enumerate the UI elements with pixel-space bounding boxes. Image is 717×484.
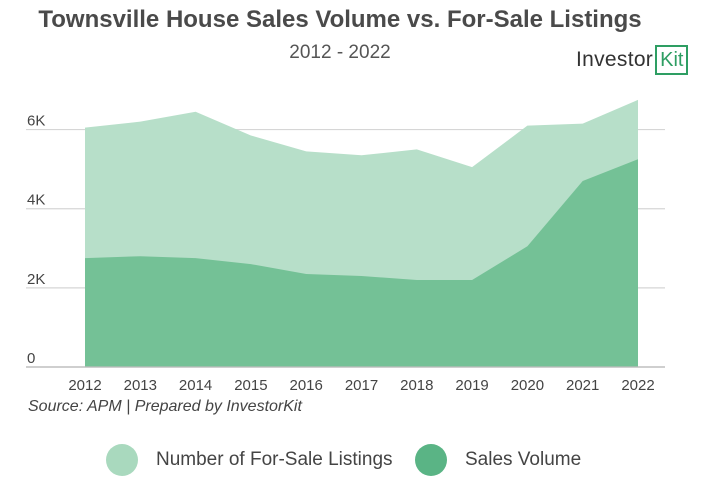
legend-label-sales: Sales Volume xyxy=(465,449,582,470)
logo-text: Investor xyxy=(576,48,654,71)
y-tick-label: 0 xyxy=(27,350,35,367)
legend-item-listings: Number of For-Sale Listings xyxy=(106,440,393,480)
logo-box-text: Kit xyxy=(655,45,689,75)
y-tick-label: 4K xyxy=(27,192,45,209)
chart-subtitle: 2012 - 2022 xyxy=(289,42,391,63)
x-tick-label: 2016 xyxy=(290,377,323,394)
chart-title: Townsville House Sales Volume vs. For-Sa… xyxy=(38,6,642,33)
sales-volume-area xyxy=(85,159,638,367)
chart-legend: Number of For-Sale Listings Sales Volume xyxy=(0,440,717,480)
source-note: Source: APM | Prepared by InvestorKit xyxy=(28,398,302,415)
x-tick-label: 2021 xyxy=(566,377,599,394)
x-tick-label: 2015 xyxy=(234,377,267,394)
legend-swatch-listings xyxy=(106,444,138,476)
x-tick-label: 2017 xyxy=(345,377,378,394)
y-tick-label: 2K xyxy=(27,271,45,288)
x-tick-label: 2020 xyxy=(511,377,544,394)
x-tick-label: 2019 xyxy=(455,377,488,394)
x-tick-label: 2018 xyxy=(400,377,433,394)
investorkit-logo: Investor Kit xyxy=(576,44,689,76)
x-tick-label: 2012 xyxy=(68,377,101,394)
x-tick-label: 2014 xyxy=(179,377,212,394)
legend-item-sales: Sales Volume xyxy=(415,440,581,480)
x-tick-label: 2022 xyxy=(621,377,654,394)
legend-label-listings: Number of For-Sale Listings xyxy=(156,449,393,470)
y-tick-label: 6K xyxy=(27,113,45,130)
x-tick-label: 2013 xyxy=(124,377,157,394)
legend-swatch-sales xyxy=(415,444,447,476)
